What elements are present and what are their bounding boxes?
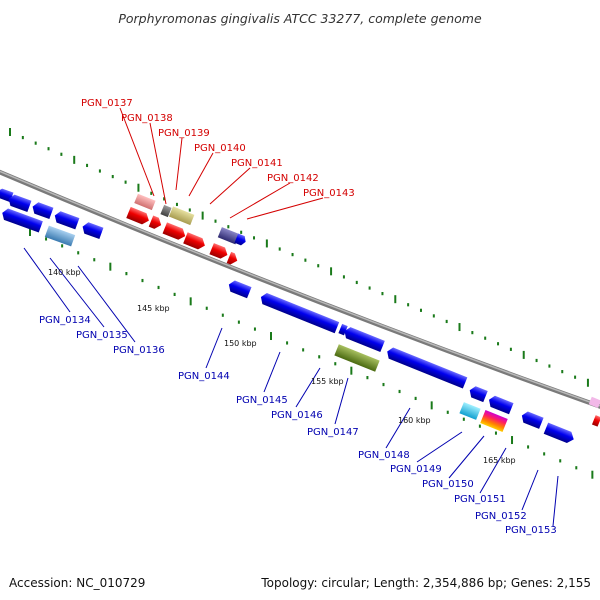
label-PGN_0153: PGN_0153 bbox=[505, 525, 557, 536]
gene-red-5[interactable] bbox=[209, 243, 229, 260]
gene-pink-edge[interactable] bbox=[588, 396, 600, 408]
kbp-160: 160 kbp bbox=[398, 416, 431, 425]
accession-text: Accession: NC_010729 bbox=[9, 576, 145, 590]
position-labels: 140 kbp 145 kbp 150 kbp 155 kbp 160 kbp … bbox=[48, 268, 516, 465]
label-PGN_0136: PGN_0136 bbox=[113, 345, 165, 356]
gene-red-4[interactable] bbox=[183, 232, 207, 251]
gene-red-edge[interactable] bbox=[591, 415, 600, 427]
tick-marks bbox=[9, 128, 594, 479]
topology-text: Topology: circular; Length: 2,354,886 bp… bbox=[260, 576, 591, 590]
gene-blue-1[interactable] bbox=[7, 193, 32, 213]
reverse-strand-genes bbox=[0, 188, 600, 445]
gene-red-2[interactable] bbox=[148, 215, 164, 230]
gene-PGN_0139[interactable] bbox=[168, 206, 195, 226]
label-PGN_0141: PGN_0141 bbox=[231, 158, 283, 169]
gene-PGN_0147[interactable] bbox=[334, 344, 380, 372]
gene-PGN_0145[interactable] bbox=[259, 291, 340, 334]
label-PGN_0152: PGN_0152 bbox=[475, 511, 527, 522]
kbp-145: 145 kbp bbox=[137, 304, 170, 313]
gene-small-0146[interactable] bbox=[338, 323, 348, 336]
gene-PGN_0152[interactable] bbox=[520, 410, 544, 429]
gene-PGN_0137[interactable] bbox=[134, 193, 156, 211]
label-PGN_0146: PGN_0146 bbox=[271, 410, 323, 421]
gene-PGN_0153[interactable] bbox=[543, 422, 576, 445]
forward-strand-genes bbox=[126, 193, 247, 266]
gene-red-3[interactable] bbox=[162, 222, 188, 241]
gene-PGN_0141[interactable] bbox=[217, 227, 240, 245]
lower-gene-labels: PGN_0134 PGN_0135 PGN_0136 PGN_0144 PGN_… bbox=[39, 315, 557, 536]
gene-PGN_0148[interactable] bbox=[385, 346, 468, 389]
gene-PGN_0150[interactable] bbox=[480, 410, 508, 432]
label-PGN_0137: PGN_0137 bbox=[81, 98, 133, 109]
kbp-140: 140 kbp bbox=[48, 268, 81, 277]
label-PGN_0151: PGN_0151 bbox=[454, 494, 506, 505]
kbp-165: 165 kbp bbox=[483, 456, 516, 465]
gene-PGN_0134[interactable] bbox=[0, 207, 43, 233]
kbp-155: 155 kbp bbox=[311, 377, 344, 386]
gene-red-6[interactable] bbox=[226, 251, 240, 266]
label-PGN_0148: PGN_0148 bbox=[358, 450, 410, 461]
gene-PGN_0149a[interactable] bbox=[467, 385, 488, 403]
gene-PGN_0135[interactable] bbox=[44, 225, 76, 247]
gene-PGN_0150a[interactable] bbox=[487, 394, 514, 415]
gene-red-1[interactable] bbox=[126, 206, 151, 226]
gene-blue-3[interactable] bbox=[53, 210, 80, 230]
map-title: Porphyromonas gingivalis ATCC 33277, com… bbox=[118, 11, 482, 26]
label-PGN_0150: PGN_0150 bbox=[422, 479, 474, 490]
label-PGN_0142: PGN_0142 bbox=[267, 173, 319, 184]
label-PGN_0145: PGN_0145 bbox=[236, 395, 288, 406]
gene-PGN_0146[interactable] bbox=[342, 326, 385, 353]
gene-blue-2[interactable] bbox=[31, 201, 54, 220]
label-PGN_0135: PGN_0135 bbox=[76, 330, 128, 341]
gene-blue-4[interactable] bbox=[81, 221, 104, 240]
gene-PGN_0142[interactable] bbox=[234, 233, 247, 246]
kbp-150: 150 kbp bbox=[224, 339, 257, 348]
label-PGN_0149: PGN_0149 bbox=[390, 464, 442, 475]
label-PGN_0147: PGN_0147 bbox=[307, 427, 359, 438]
label-PGN_0140: PGN_0140 bbox=[194, 143, 246, 154]
label-PGN_0138: PGN_0138 bbox=[121, 113, 173, 124]
gene-PGN_0144[interactable] bbox=[227, 279, 252, 299]
gene-PGN_0149[interactable] bbox=[459, 402, 481, 420]
gene-PGN_0138[interactable] bbox=[160, 204, 172, 218]
upper-gene-labels: PGN_0137 PGN_0138 PGN_0139 PGN_0140 PGN_… bbox=[81, 98, 355, 199]
label-PGN_0144: PGN_0144 bbox=[178, 371, 230, 382]
label-PGN_0134: PGN_0134 bbox=[39, 315, 91, 326]
label-PGN_0139: PGN_0139 bbox=[158, 128, 210, 139]
label-PGN_0143: PGN_0143 bbox=[303, 188, 355, 199]
label-leader-lines bbox=[23, 107, 559, 527]
